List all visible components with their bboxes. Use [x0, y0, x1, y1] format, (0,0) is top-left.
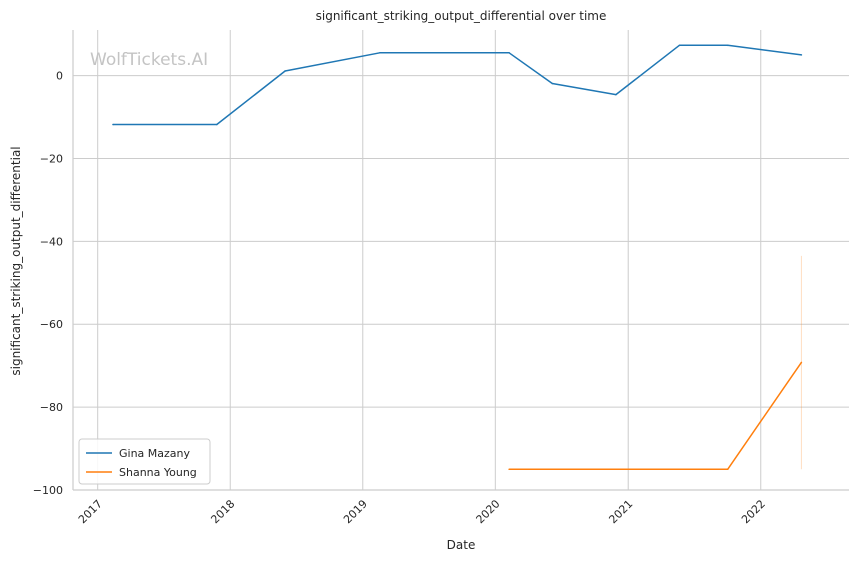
x-tick-label: 2021 — [606, 497, 635, 526]
data-point-gina-mazany — [112, 123, 114, 126]
grid-layer — [73, 30, 849, 491]
data-point-shanna-young — [726, 468, 729, 471]
x-tick-label: 2022 — [739, 497, 768, 526]
series-line-shanna-young — [509, 361, 803, 471]
x-axis-title: Date — [447, 538, 476, 552]
y-tick-label: −60 — [40, 318, 63, 331]
y-axis-title: significant_striking_output_differential — [9, 146, 23, 375]
chart-title: significant_striking_output_differential… — [316, 9, 607, 23]
legend-label-gina-mazany: Gina Mazany — [119, 447, 191, 460]
legend-label-shanna-young: Shanna Young — [119, 466, 197, 479]
x-tick-label: 2018 — [208, 497, 237, 526]
y-tick-label: −80 — [40, 401, 63, 414]
data-point-gina-mazany — [508, 52, 510, 54]
y-tick-label: −100 — [33, 484, 63, 497]
legend: Gina Mazany Shanna Young — [78, 438, 211, 485]
x-tick-label: 2017 — [76, 497, 105, 526]
watermark: WolfTickets.AI — [90, 50, 208, 70]
data-point-gina-mazany — [726, 44, 729, 47]
data-point-gina-mazany — [551, 82, 554, 85]
data-point-gina-mazany — [284, 70, 286, 72]
y-tick-label: −40 — [40, 235, 63, 248]
data-point-gina-mazany — [216, 123, 218, 126]
series-line-gina-mazany — [112, 44, 802, 126]
data-point-gina-mazany — [678, 44, 681, 47]
y-tick-label: −20 — [40, 152, 63, 165]
data-point-shanna-young — [800, 361, 803, 364]
x-tick-label: 2020 — [474, 497, 503, 526]
data-point-shanna-young — [508, 468, 510, 471]
data-point-gina-mazany — [379, 52, 381, 54]
legend-entry: Gina Mazany — [86, 447, 191, 460]
y-tick-label: 0 — [56, 70, 63, 83]
series-layer — [112, 44, 803, 471]
data-point-gina-mazany — [800, 54, 803, 56]
data-point-gina-mazany — [615, 93, 617, 96]
x-tick-label: 2019 — [341, 497, 370, 526]
legend-entry: Shanna Young — [86, 466, 197, 479]
